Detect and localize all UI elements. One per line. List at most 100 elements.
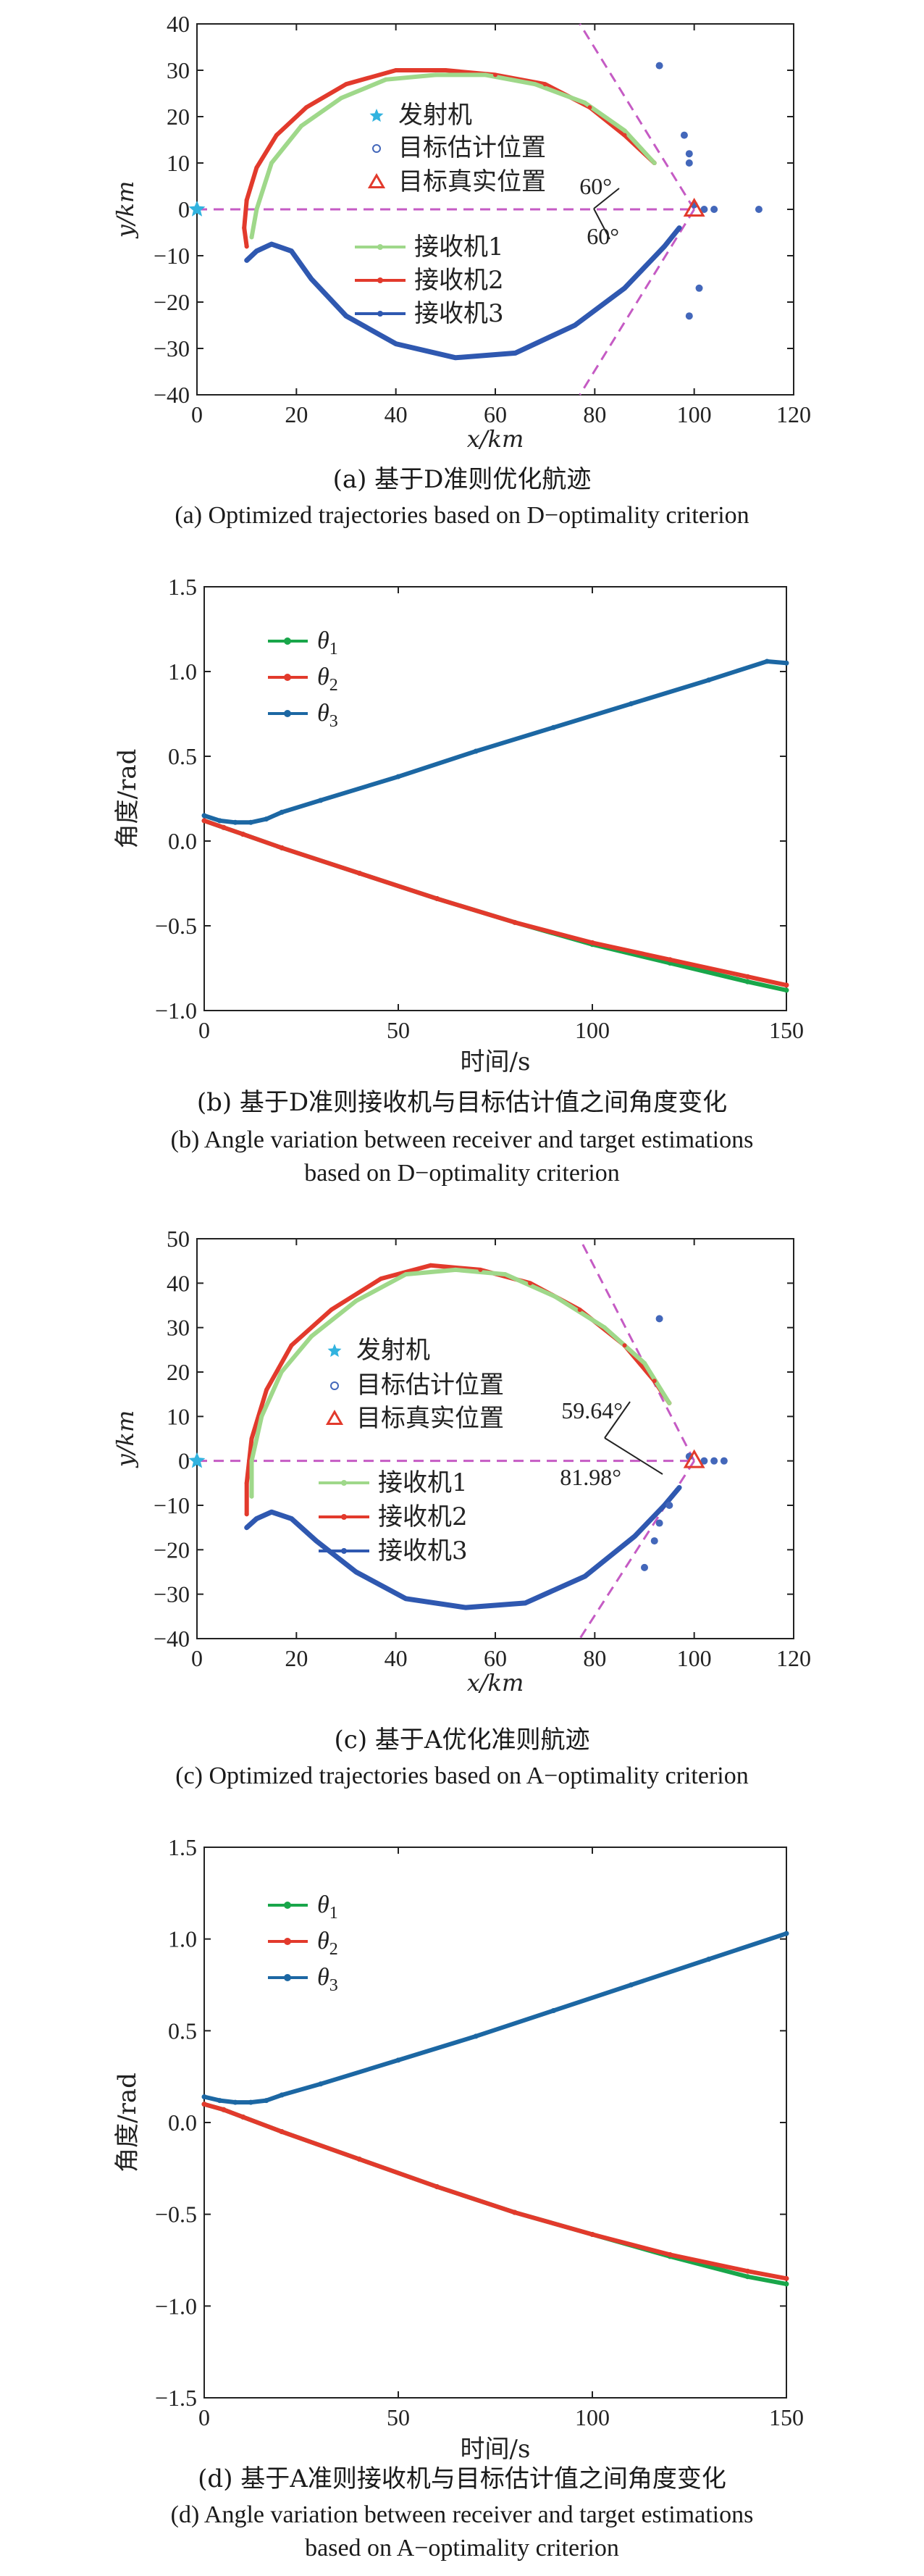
legend-theta-symbol: θ bbox=[317, 664, 329, 690]
x-tick-label: 120 bbox=[776, 1645, 811, 1671]
receiver1-point bbox=[259, 1414, 264, 1419]
series-theta3-point bbox=[473, 748, 479, 754]
legend-receiver-label: 接收机2 bbox=[378, 1502, 468, 1531]
receiver1-point bbox=[249, 1458, 254, 1463]
series-theta3-line bbox=[202, 1931, 789, 2105]
series-theta3-point bbox=[264, 2098, 269, 2104]
receiver2-point bbox=[264, 1387, 269, 1392]
receiver2-point bbox=[443, 68, 448, 72]
series-theta2-point bbox=[240, 832, 246, 837]
receiver2-point bbox=[622, 133, 627, 138]
chart-a-trajectories-d: 0 20 40 60 80 100 120 −40 −30 −20 −10 0 10 20 30 40 x/km… bbox=[112, 11, 811, 453]
legend-theta-label: θ2 bbox=[317, 664, 338, 695]
series-theta3-point bbox=[706, 677, 712, 683]
receiver2-point bbox=[244, 198, 249, 203]
y-tick-label: 30 bbox=[167, 57, 190, 83]
series-theta2-point bbox=[744, 2268, 750, 2274]
legend-theta-label: θ2 bbox=[317, 1928, 338, 1959]
receiver2-point bbox=[289, 1343, 294, 1348]
series-theta3-point bbox=[764, 658, 770, 664]
receiver1-point bbox=[403, 1272, 408, 1277]
receiver3-point bbox=[244, 258, 249, 263]
receiver1-point bbox=[299, 123, 304, 128]
y-tick-label: −10 bbox=[154, 243, 190, 269]
legend-top-label: 目标真实位置 bbox=[398, 167, 546, 196]
receiver3-point bbox=[453, 355, 458, 360]
legend-theta-marker bbox=[284, 637, 291, 645]
series-theta2-point bbox=[221, 824, 227, 830]
target-estimate-point bbox=[650, 1537, 658, 1545]
legend-theta-symbol: θ bbox=[317, 700, 329, 727]
angle-annotation-line bbox=[604, 1401, 631, 1439]
receiver1-point bbox=[602, 1325, 608, 1330]
legend-top-label: 发射机 bbox=[398, 101, 472, 130]
receiver3-point bbox=[677, 225, 682, 230]
receiver2-point bbox=[542, 82, 547, 87]
caption-c-cn: (c) 基于A优化准则航迹 bbox=[334, 1726, 590, 1755]
plot-frame bbox=[196, 1238, 794, 1639]
y-tick-label: −40 bbox=[154, 382, 190, 408]
caption-b-en1: (b) Angle variation between receiver and… bbox=[170, 1126, 754, 1153]
series-theta3-point bbox=[318, 2081, 324, 2087]
guide-line bbox=[579, 209, 695, 396]
legend-receiver-marker bbox=[341, 1480, 347, 1486]
legend-theta-symbol: θ bbox=[317, 1928, 329, 1954]
angle-annotation: 60° bbox=[579, 173, 612, 199]
y-tick-label: −1.5 bbox=[155, 2385, 197, 2411]
y-tick-label: 1.5 bbox=[168, 1834, 197, 1860]
series-theta2-point bbox=[221, 2107, 227, 2112]
series-theta3-point bbox=[264, 816, 269, 822]
legend-estimate-marker bbox=[372, 144, 381, 153]
legend-receiver-label: 接收机1 bbox=[414, 233, 504, 262]
series-theta1-point bbox=[784, 987, 789, 993]
x-tick-label: 60 bbox=[484, 1645, 507, 1671]
legend-transmitter-marker bbox=[327, 1344, 342, 1358]
receiver3-point bbox=[289, 1516, 294, 1521]
y-tick-label: 1.0 bbox=[168, 1926, 197, 1952]
receiver3-point bbox=[662, 1503, 667, 1507]
panel-a: 0 20 40 60 80 100 120 −40 −30 −20 −10 0 10 20 30 40 x/km… bbox=[0, 0, 924, 565]
series-theta3-point bbox=[784, 1931, 789, 1936]
plot-frame bbox=[203, 586, 787, 1011]
y-tick-label: 0.0 bbox=[168, 828, 197, 854]
target-estimate-point bbox=[720, 1457, 728, 1465]
angle-annotation: 60° bbox=[587, 223, 619, 249]
x-tick-label: 60 bbox=[484, 401, 507, 427]
series-theta3-point bbox=[217, 818, 222, 824]
receiver2-point bbox=[622, 1343, 627, 1348]
series-theta1-line bbox=[202, 2102, 789, 2286]
legend-theta-subscript: 1 bbox=[329, 1904, 338, 1923]
receiver2-point bbox=[274, 133, 279, 138]
y-tick-label: 30 bbox=[167, 1315, 190, 1341]
receiver3-point bbox=[269, 1510, 274, 1515]
target-estimate-point bbox=[680, 131, 688, 139]
series-theta2-point bbox=[744, 974, 750, 979]
receiver1-point bbox=[622, 128, 627, 133]
legend-theta-subscript: 2 bbox=[329, 676, 338, 695]
receiver1-point bbox=[483, 72, 488, 78]
receiver3-point bbox=[289, 248, 294, 254]
target-estimate-point bbox=[655, 1519, 663, 1527]
receiver3-point bbox=[662, 244, 667, 249]
series-theta3-point bbox=[232, 819, 238, 825]
y-tick-label: −10 bbox=[154, 1492, 190, 1518]
series-theta3-point bbox=[629, 701, 634, 706]
y-tick-label: −30 bbox=[154, 1581, 190, 1607]
y-axis-label: 角度/rad bbox=[113, 749, 142, 849]
x-tick-label: 20 bbox=[285, 1645, 308, 1671]
angle-annotation-line bbox=[593, 208, 610, 240]
x-tick-label: 0 bbox=[191, 1645, 203, 1671]
x-tick-label: 50 bbox=[387, 1017, 410, 1043]
series-theta3-line bbox=[202, 659, 789, 825]
series-theta2-point bbox=[589, 940, 595, 945]
receiver3-point bbox=[344, 314, 348, 319]
receiver2-point bbox=[244, 1481, 249, 1486]
receiver3-point bbox=[244, 1525, 249, 1530]
series-theta1-point bbox=[784, 2281, 789, 2287]
y-tick-label: 40 bbox=[167, 11, 190, 37]
series-theta2-point bbox=[279, 2129, 285, 2135]
angle-annotation: 59.64° bbox=[561, 1397, 623, 1423]
legend-theta-label: θ3 bbox=[317, 1964, 338, 1995]
legend-top-label: 目标估计位置 bbox=[356, 1371, 504, 1400]
caption-b-en2: based on D−optimality criterion bbox=[304, 1160, 620, 1187]
